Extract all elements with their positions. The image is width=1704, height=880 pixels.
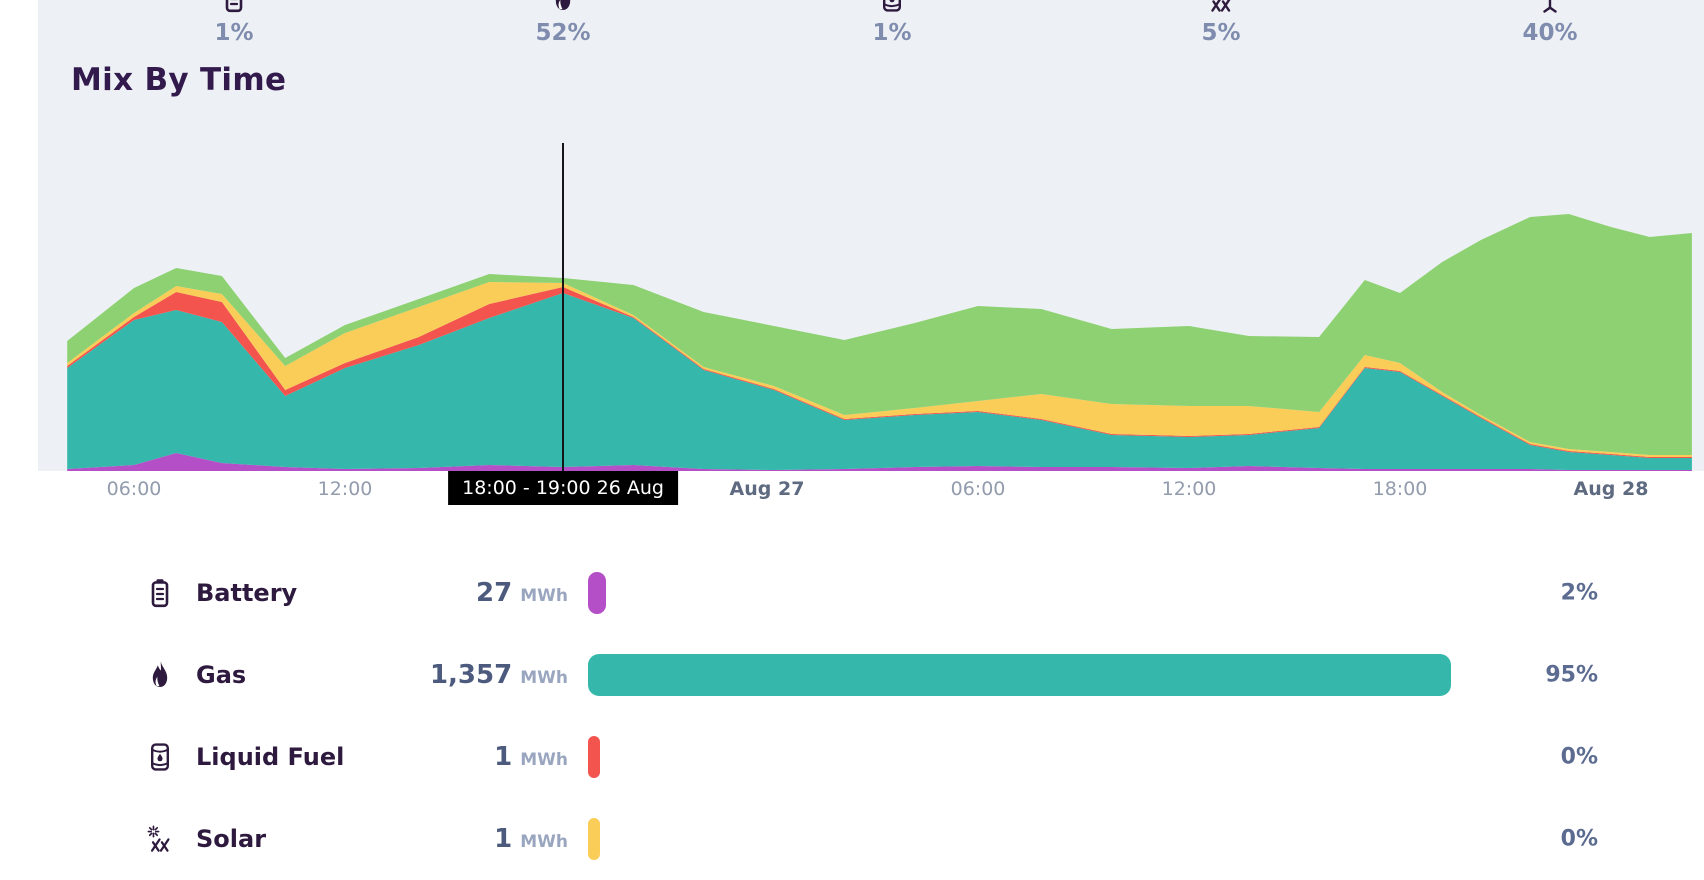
stat-item-liquid-fuel: 1%: [822, 0, 962, 46]
source-value-battery: 27 MWh: [300, 578, 568, 608]
flame-icon: [146, 660, 174, 690]
x-axis-tick-12-00: 12:00: [1161, 478, 1217, 500]
source-bar-gas: [588, 654, 1451, 696]
chart-tooltip: 18:00 - 19:00 26 Aug: [448, 471, 678, 505]
value-unit: MWh: [520, 668, 568, 688]
chart-tooltip-text: 18:00 - 19:00 26 Aug: [462, 477, 664, 499]
value-number: 1,357: [429, 660, 513, 690]
stat-percent-battery: 1%: [214, 20, 254, 46]
stat-item-solar: 5%: [1151, 0, 1291, 46]
value-unit: MWh: [520, 750, 568, 770]
source-percent-solar: 0%: [1560, 826, 1598, 852]
stat-item-gas: 52%: [493, 0, 633, 46]
barrel-icon: [822, 0, 962, 13]
page-title: Mix By Time: [71, 62, 287, 98]
source-bar-battery: [588, 572, 607, 614]
mix-by-time-stacked-area-chart[interactable]: [0, 143, 1704, 471]
solar-icon: [1151, 0, 1291, 13]
source-percent-gas: 95%: [1545, 662, 1598, 688]
source-value-solar: 1 MWh: [300, 824, 568, 854]
battery-icon: [146, 578, 174, 608]
source-percent-battery: 2%: [1560, 580, 1598, 606]
area-series-wind: [67, 214, 1692, 455]
source-value-liquid-fuel: 1 MWh: [300, 742, 568, 772]
source-bar-liquid-fuel: [588, 736, 600, 778]
source-label-liquid-fuel: Liquid Fuel: [196, 743, 345, 771]
area-series-battery: [67, 453, 1692, 471]
source-label-gas: Gas: [196, 661, 247, 689]
source-bar-solar: [588, 818, 600, 860]
breakdown-row-gas[interactable]: Gas 1,357 MWh 95%: [0, 645, 1704, 705]
wind-turbine-icon: [1480, 0, 1620, 13]
x-axis-tick-06-00: 06:00: [106, 478, 162, 500]
x-axis-tick-06-00: 06:00: [950, 478, 1006, 500]
stat-percent-gas: 52%: [535, 20, 591, 46]
value-number: 1: [494, 824, 513, 854]
value-unit: MWh: [520, 586, 568, 606]
chart-cursor-line: [562, 143, 565, 473]
area-series-solar: [67, 282, 1692, 457]
flame-icon: [493, 0, 633, 13]
breakdown-row-solar[interactable]: Solar 1 MWh 0%: [0, 809, 1704, 869]
source-label-solar: Solar: [196, 825, 267, 853]
x-axis-tick-12-00: 12:00: [317, 478, 373, 500]
x-axis-tick-aug-27: Aug 27: [729, 478, 805, 500]
solar-icon: [146, 824, 174, 854]
x-axis-tick-18-00: 18:00: [1372, 478, 1428, 500]
stat-item-wind: 40%: [1480, 0, 1620, 46]
source-value-gas: 1,357 MWh: [300, 660, 568, 690]
stat-item-battery: 1%: [164, 0, 304, 46]
barrel-icon: [146, 742, 174, 772]
battery-icon: [164, 0, 304, 13]
source-label-battery: Battery: [196, 579, 298, 607]
stat-percent-liquid-fuel: 1%: [872, 20, 912, 46]
value-unit: MWh: [520, 832, 568, 852]
breakdown-row-liquid-fuel[interactable]: Liquid Fuel 1 MWh 0%: [0, 727, 1704, 787]
source-percent-liquid-fuel: 0%: [1560, 744, 1598, 770]
value-number: 27: [476, 578, 513, 608]
value-number: 1: [494, 742, 513, 772]
area-series-gas: [67, 293, 1692, 470]
x-axis-tick-aug-28: Aug 28: [1573, 478, 1649, 500]
stat-percent-wind: 40%: [1522, 20, 1578, 46]
stat-percent-solar: 5%: [1201, 20, 1241, 46]
breakdown-row-battery[interactable]: Battery 27 MWh 2%: [0, 563, 1704, 623]
